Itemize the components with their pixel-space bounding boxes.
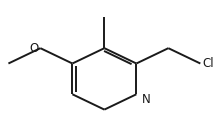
Text: O: O — [29, 42, 38, 55]
Text: N: N — [142, 93, 151, 106]
Text: Cl: Cl — [202, 57, 214, 70]
